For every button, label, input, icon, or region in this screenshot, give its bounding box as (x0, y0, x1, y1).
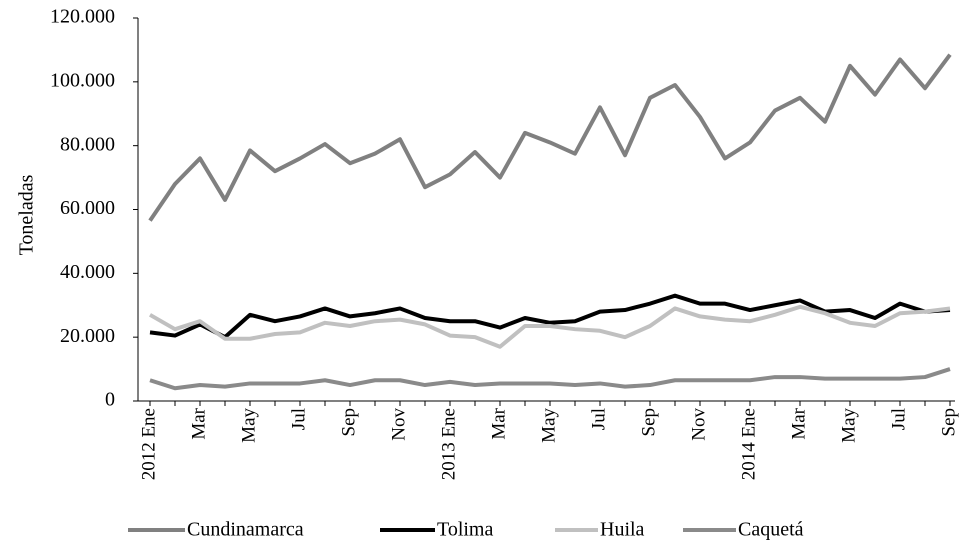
x-tick-label: 2012 Ene (138, 408, 159, 480)
y-tick-label: 100.000 (50, 69, 115, 91)
legend-label: Caquetá (738, 519, 804, 541)
x-tick-label: May (238, 408, 259, 443)
x-tick-label: May (838, 408, 859, 443)
legend-label: Huila (600, 519, 645, 541)
x-tick-label: Mar (188, 407, 209, 439)
x-tick-label: 2014 Ene (738, 408, 759, 480)
x-tick-label: Nov (688, 408, 709, 441)
x-tick-label: Mar (788, 407, 809, 439)
series-line (148, 53, 952, 222)
series-line (149, 304, 951, 349)
x-tick-label: Sep (338, 408, 359, 437)
x-tick-label: May (538, 408, 559, 443)
x-tick-label: Jul (588, 408, 609, 430)
y-tick-label: 80.000 (60, 133, 115, 155)
y-tick-label: 40.000 (60, 261, 115, 283)
y-tick-label: 120.000 (50, 6, 115, 28)
series-line (149, 367, 951, 391)
x-tick-label: 2013 Ene (438, 408, 459, 480)
legend-label: Tolima (437, 519, 493, 541)
legend-label: Cundinamarca (187, 519, 304, 541)
series-line (149, 293, 951, 340)
x-tick-label: Sep (938, 408, 959, 437)
x-tick-label: Mar (488, 407, 509, 439)
x-tick-label: Jul (288, 408, 309, 430)
y-tick-label: 20.000 (60, 325, 115, 347)
y-tick-label: 60.000 (60, 197, 115, 219)
x-tick-label: Jul (888, 408, 909, 430)
x-tick-label: Nov (388, 408, 409, 441)
y-tick-label: 0 (105, 389, 115, 411)
x-tick-label: Sep (638, 408, 659, 437)
y-axis-label: Toneladas (16, 174, 38, 255)
